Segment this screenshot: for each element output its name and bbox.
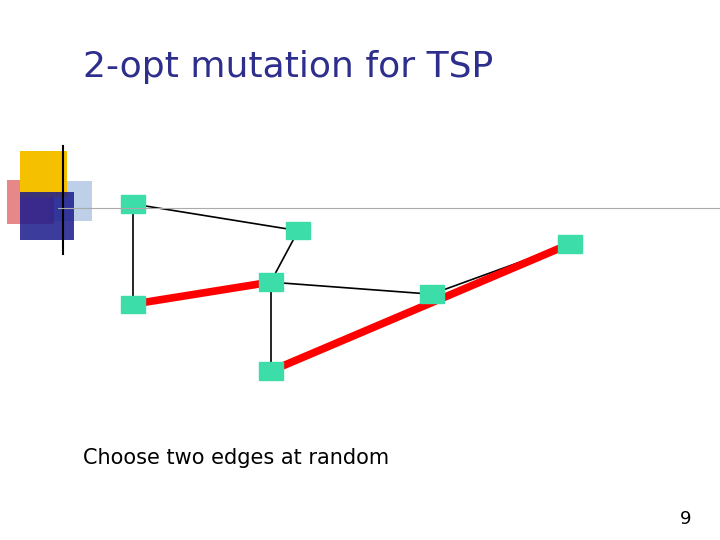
Bar	[258, 273, 282, 291]
Bar	[287, 222, 310, 239]
Text: 2-opt mutation for TSP: 2-opt mutation for TSP	[83, 51, 493, 84]
Bar	[121, 195, 145, 213]
Bar	[558, 235, 582, 253]
Text: Choose two edges at random: Choose two edges at random	[83, 448, 389, 468]
Text: 9: 9	[680, 510, 691, 528]
Bar	[420, 286, 444, 303]
Bar	[258, 362, 282, 380]
Bar	[121, 295, 145, 313]
